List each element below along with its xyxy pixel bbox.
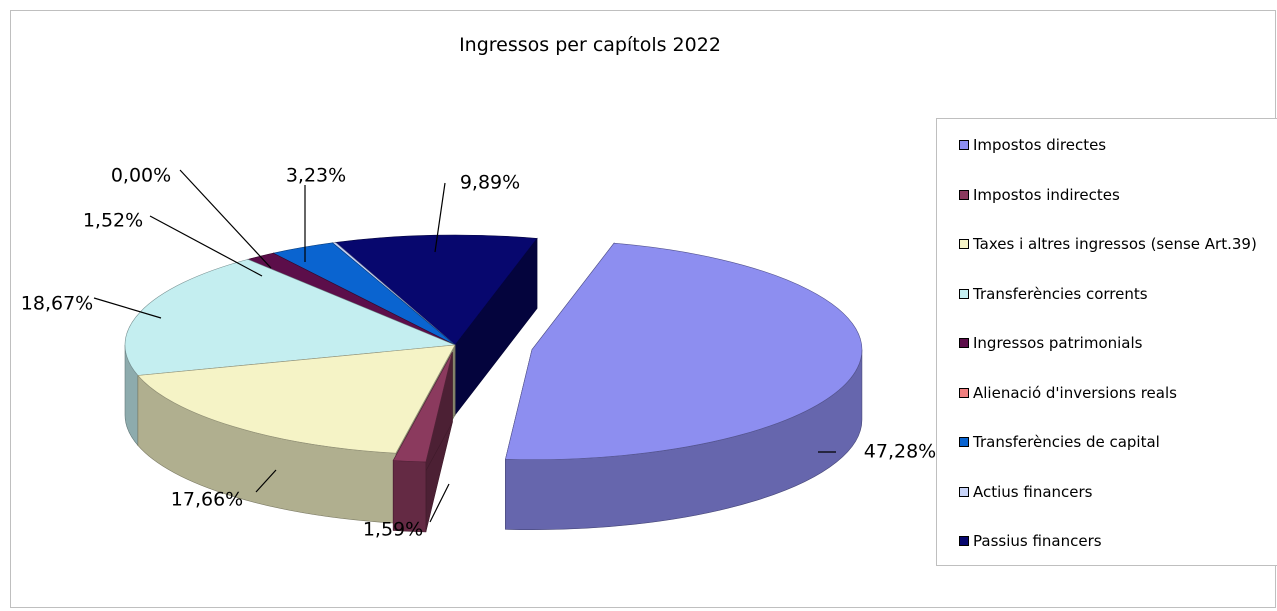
chart-title: Ingressos per capítols 2022 xyxy=(459,34,721,56)
legend-swatch xyxy=(959,338,969,348)
legend-label: Actius financers xyxy=(973,482,1093,501)
data-label-ingressos-patrimonials: 1,52% xyxy=(83,210,143,232)
legend-swatch xyxy=(959,239,969,249)
legend-item-taxes-i-altres-ingressos-sense-art-39: Taxes i altres ingressos (sense Art.39) xyxy=(959,234,1257,254)
pie-chart: 47,28% 1,59% 17,66% 18,67% 1,52% 0,00% 3,23% 9,… xyxy=(21,165,936,541)
leader-line-taxes-i-altres-ingressos-sense-art-39 xyxy=(255,469,277,493)
legend-label: Impostos directes xyxy=(973,136,1107,154)
data-label-impostos-indirectes: 1,59% xyxy=(363,519,423,541)
legend-swatch xyxy=(959,288,969,299)
data-label-transferencies-de-capital: 3,23% xyxy=(286,165,346,187)
data-label-passius-financers: 9,89% xyxy=(460,172,520,194)
legend-swatch xyxy=(959,387,969,398)
legend: Impostos directes Impostos indirectes Taxe… xyxy=(936,118,1277,566)
legend-label: Transferències de capital xyxy=(973,433,1160,451)
legend-item-alienacio-d-inversions-reals: Alienació d'inversions reals xyxy=(959,383,1177,403)
legend-swatch xyxy=(959,140,969,150)
legend-label: Passius financers xyxy=(973,532,1102,550)
leader-line-ingressos-patrimonials xyxy=(149,215,263,277)
legend-swatch xyxy=(959,536,969,546)
legend-item-impostos-directes: Impostos directes xyxy=(959,135,1106,155)
legend-label: Impostos indirectes xyxy=(973,185,1120,204)
data-label-impostos-directes: 47,28% xyxy=(864,441,936,463)
pie-slice-impostos-directes xyxy=(505,242,863,461)
leader-line-passius-financers xyxy=(434,182,446,253)
legend-swatch xyxy=(959,486,969,497)
legend-label: Transferències corrents xyxy=(973,284,1148,303)
legend-label: Ingressos patrimonials xyxy=(973,334,1143,352)
pie-slice-taxes-i-altres-ingressos-sense-art-39 xyxy=(137,344,456,454)
data-label-taxes-i-altres-ingressos-sense-art-39: 17,66% xyxy=(171,489,243,511)
leader-line-transferencies-corrents xyxy=(93,297,162,319)
legend-item-transferencies-corrents: Transferències corrents xyxy=(959,284,1148,304)
legend-item-transferencies-de-capital: Transferències de capital xyxy=(959,432,1160,452)
pie-slice-impostos-indirectes xyxy=(392,352,453,463)
leader-line-alienacio-d-inversions-reals xyxy=(179,169,272,269)
leader-line-impostos-indirectes xyxy=(429,483,450,523)
legend-item-impostos-indirectes: Impostos indirectes xyxy=(959,185,1120,205)
data-label-alienacio-d-inversions-reals: 0,00% xyxy=(111,165,171,187)
legend-swatch xyxy=(959,189,969,200)
legend-label: Alienació d'inversions reals xyxy=(973,383,1177,402)
legend-swatch xyxy=(959,437,969,447)
data-label-transferencies-corrents: 18,67% xyxy=(21,293,93,315)
legend-label: Taxes i altres ingressos (sense Art.39) xyxy=(973,235,1257,253)
pie-slice-passius-financers xyxy=(334,234,538,346)
legend-item-ingressos-patrimonials: Ingressos patrimonials xyxy=(959,333,1142,353)
legend-item-actius-financers: Actius financers xyxy=(959,482,1093,502)
legend-item-passius-financers: Passius financers xyxy=(959,531,1102,551)
